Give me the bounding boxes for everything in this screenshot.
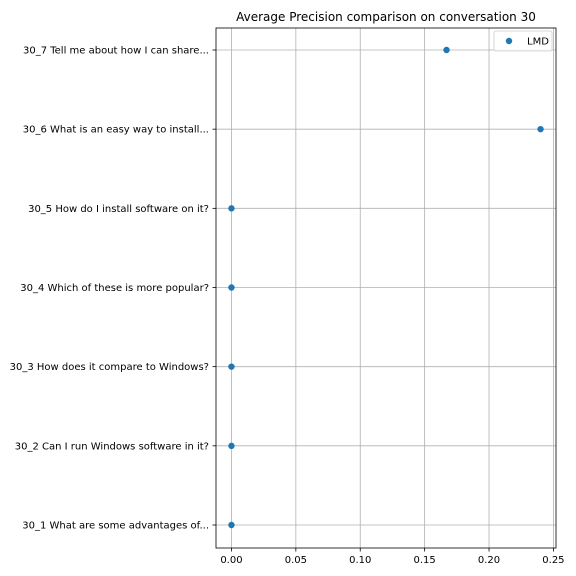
y-tick-label: 30_7 Tell me about how I can share...	[23, 46, 209, 57]
data-point	[443, 46, 450, 54]
y-tick-label: 30_3 How does it compare to Windows?	[10, 362, 209, 373]
data-point	[537, 125, 544, 133]
data-point	[228, 521, 235, 529]
data-point	[228, 363, 235, 370]
chart-title: Average Precision comparison on conversa…	[236, 10, 536, 24]
legend-box	[493, 30, 553, 52]
y-tick-label: 30_2 Can I run Windows software in it?	[15, 441, 209, 452]
x-tick-label: 0.25	[542, 555, 564, 566]
legend-marker	[505, 37, 513, 45]
points-layer	[228, 46, 544, 529]
grid-layer	[216, 28, 556, 548]
x-tick-label: 0.15	[414, 555, 436, 566]
y-tick-label: 30_6 What is an easy way to install...	[23, 125, 209, 136]
y-tick-label: 30_1 What are some advantages of...	[22, 521, 209, 532]
y-tick-label: 30_4 Which of these is more popular?	[20, 283, 209, 294]
legend-label: LMD	[527, 37, 549, 48]
x-tick-label: 0.05	[285, 555, 307, 566]
x-tick-label: 0.10	[349, 555, 371, 566]
legend: LMD	[493, 30, 553, 52]
x-tick-label: 0.00	[220, 555, 242, 566]
data-point	[228, 205, 235, 212]
data-point	[228, 442, 235, 450]
y-tick-label: 30_5 How do I install software on it?	[28, 204, 209, 215]
x-tick-label: 0.20	[478, 555, 500, 566]
plot-frame	[215, 27, 557, 549]
axes-layer: 0.00 0.05 0.10 0.15 0.20 0.25 30_1 What are so…	[10, 27, 565, 566]
data-point	[228, 284, 235, 291]
